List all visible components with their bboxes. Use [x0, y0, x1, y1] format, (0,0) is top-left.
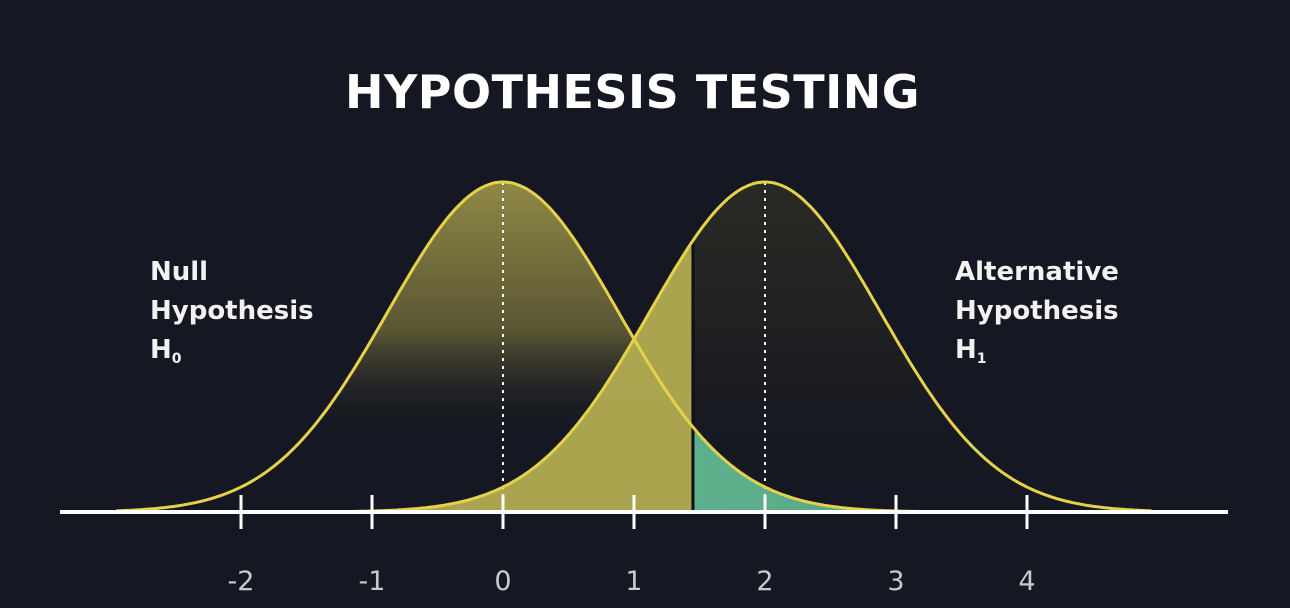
alternative-distribution-fill	[692, 182, 1152, 512]
null-hypothesis-line2: Hypothesis	[150, 296, 314, 326]
tick-label: 2	[756, 566, 773, 597]
fill-layer	[116, 182, 1224, 512]
tick-label: 0	[494, 566, 511, 597]
tick-label: 3	[887, 566, 904, 597]
alternative-hypothesis-symbol-letter: H	[955, 335, 977, 365]
alternative-hypothesis-label: Alternative Hypothesis H1	[955, 253, 1119, 370]
null-hypothesis-symbol-letter: H	[150, 335, 172, 365]
alpha-region	[692, 427, 1224, 512]
alternative-curve	[352, 180, 1152, 513]
alternative-hypothesis-line1: Alternative	[955, 257, 1119, 287]
null-hypothesis-line1: Null	[150, 257, 209, 287]
line-layer	[116, 180, 1152, 514]
null-curve	[116, 180, 934, 514]
null-hypothesis-label: Null Hypothesis H0	[150, 253, 314, 370]
null-hypothesis-subscript: 0	[171, 351, 182, 367]
null-distribution-fill	[116, 182, 1224, 512]
tick-label: -2	[228, 566, 255, 597]
alternative-hypothesis-line2: Hypothesis	[955, 296, 1119, 326]
tick-label: 4	[1018, 566, 1035, 597]
tick-label: 1	[625, 566, 642, 597]
null-hypothesis-symbol: H0	[150, 331, 314, 370]
page-title: HYPOTHESIS TESTING	[345, 65, 920, 119]
alternative-hypothesis-symbol: H1	[955, 331, 1119, 370]
alternative-hypothesis-subscript: 1	[976, 351, 987, 367]
axis-layer: -2 -1 0 1 2 3 4	[60, 495, 1228, 597]
tick-label: -1	[359, 566, 386, 597]
beta-region	[345, 242, 693, 512]
